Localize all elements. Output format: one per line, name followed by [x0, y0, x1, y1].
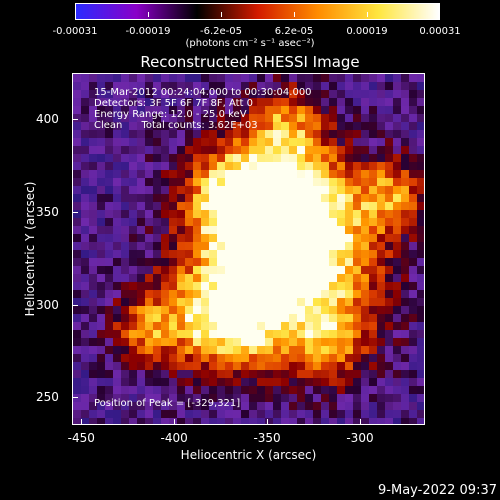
- y-tick-label: 350: [36, 204, 59, 219]
- colorbar-tick-label: 6.2e-05: [274, 26, 314, 37]
- y-tick-label: 400: [36, 112, 59, 127]
- x-tick-label: -350: [253, 431, 281, 445]
- colorbar-tick: [75, 12, 76, 17]
- colorbar-tick: [367, 12, 368, 17]
- y-tick: [72, 211, 78, 213]
- rhessi-image: [72, 73, 425, 425]
- colorbar-tick: [221, 12, 222, 17]
- colorbar-units: (photons cm⁻² s⁻¹ asec⁻²): [185, 38, 315, 49]
- y-axis-label: Heliocentric Y (arcsec): [23, 181, 37, 317]
- info-energy-range: Energy Range: 12.0 - 25.0 keV: [94, 109, 247, 120]
- x-tick: [174, 419, 176, 425]
- x-tick-label: -300: [346, 431, 374, 445]
- y-tick: [72, 119, 78, 121]
- peak-position: Position of Peak = [-329,321]: [94, 398, 241, 409]
- colorbar-tick-label: -0.00019: [125, 26, 171, 37]
- x-tick: [359, 419, 361, 425]
- colorbar-tick-label: 0.00031: [419, 26, 461, 37]
- y-tick-label: 300: [36, 297, 59, 312]
- y-tick: [72, 397, 78, 399]
- footer-timestamp: 9-May-2022 09:37: [378, 483, 497, 498]
- colorbar-tick-label: -0.00031: [52, 26, 98, 37]
- x-axis-label: Heliocentric X (arcsec): [180, 448, 317, 462]
- info-detectors: Detectors: 3F 5F 6F 7F 8F, Att 0: [94, 98, 254, 109]
- x-tick: [81, 419, 83, 425]
- y-tick: [72, 304, 78, 306]
- colorbar-tick-label: -6.2e-05: [200, 26, 242, 37]
- info-total-counts: Clean Total counts: 3.62E+03: [94, 120, 258, 131]
- image-heatmap: [73, 74, 424, 424]
- colorbar: [75, 3, 440, 20]
- colorbar-tick: [148, 12, 149, 17]
- colorbar-tick: [294, 12, 295, 17]
- info-time-range: 15-Mar-2012 00:24:04.000 to 00:30:04.000: [94, 87, 312, 98]
- plot-title: Reconstructed RHESSI Image: [140, 53, 360, 71]
- x-tick-label: -450: [67, 431, 95, 445]
- colorbar-tick: [439, 12, 440, 17]
- colorbar-tick-label: 0.00019: [346, 26, 388, 37]
- x-tick-label: -400: [160, 431, 188, 445]
- x-tick: [267, 419, 269, 425]
- y-tick-label: 250: [36, 390, 59, 405]
